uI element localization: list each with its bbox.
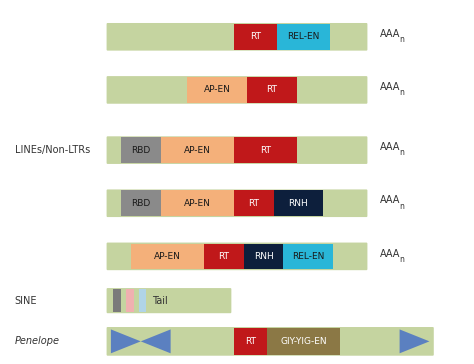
FancyBboxPatch shape (107, 189, 367, 217)
Polygon shape (111, 329, 141, 353)
FancyBboxPatch shape (107, 288, 231, 313)
Text: RNH: RNH (289, 199, 308, 208)
Text: AP-EN: AP-EN (184, 199, 210, 208)
FancyBboxPatch shape (107, 136, 367, 164)
Bar (139, 289, 146, 312)
Text: RBD: RBD (131, 146, 150, 155)
Bar (283, 244, 333, 269)
Text: RT: RT (245, 337, 256, 346)
Text: n: n (399, 202, 404, 211)
Bar (121, 190, 161, 216)
FancyBboxPatch shape (107, 242, 367, 270)
Text: AAA: AAA (380, 142, 400, 152)
Text: RBD: RBD (131, 199, 150, 208)
Bar (112, 289, 121, 312)
Text: AP-EN: AP-EN (204, 86, 230, 94)
Text: RT: RT (218, 252, 229, 261)
Bar (187, 77, 247, 103)
Bar (234, 328, 267, 355)
Bar (161, 190, 234, 216)
Bar (126, 289, 134, 312)
Text: RT: RT (248, 199, 259, 208)
FancyBboxPatch shape (107, 23, 367, 51)
Bar (273, 190, 323, 216)
Text: RT: RT (266, 86, 277, 94)
Text: AP-EN: AP-EN (184, 146, 210, 155)
Bar (267, 328, 340, 355)
Text: AAA: AAA (380, 29, 400, 39)
Text: AP-EN: AP-EN (154, 252, 181, 261)
FancyBboxPatch shape (107, 76, 367, 104)
Text: REL-EN: REL-EN (292, 252, 325, 261)
Bar (234, 137, 297, 163)
Text: AAA: AAA (380, 249, 400, 258)
Text: n: n (399, 255, 404, 264)
Text: RT: RT (260, 146, 271, 155)
Text: AAA: AAA (380, 195, 400, 205)
Text: Penelope: Penelope (15, 336, 60, 347)
Bar (234, 190, 273, 216)
Bar (277, 24, 330, 50)
Polygon shape (400, 329, 429, 353)
Text: REL-EN: REL-EN (287, 32, 319, 41)
Bar (121, 137, 161, 163)
Bar (234, 24, 277, 50)
Text: SINE: SINE (15, 296, 37, 306)
Polygon shape (141, 329, 171, 353)
Text: RNH: RNH (254, 252, 273, 261)
Text: n: n (399, 35, 404, 44)
Bar (247, 77, 297, 103)
Bar (244, 244, 283, 269)
Text: Tail: Tail (152, 296, 168, 306)
Bar (204, 244, 244, 269)
Text: n: n (399, 88, 404, 97)
Text: AAA: AAA (380, 82, 400, 92)
FancyBboxPatch shape (107, 327, 434, 356)
Text: n: n (399, 149, 404, 158)
Text: LINEs/Non-LTRs: LINEs/Non-LTRs (15, 145, 90, 155)
Text: GIY-YIG-EN: GIY-YIG-EN (280, 337, 327, 346)
Bar (161, 137, 234, 163)
Text: RT: RT (250, 32, 261, 41)
Bar (131, 244, 204, 269)
